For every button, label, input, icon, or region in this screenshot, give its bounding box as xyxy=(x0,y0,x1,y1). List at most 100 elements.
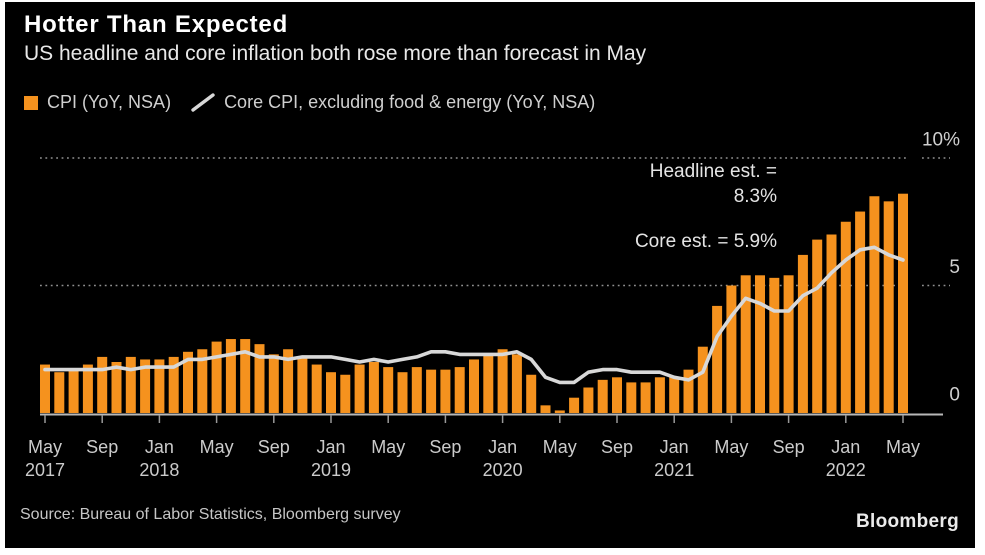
x-tick-year-label: 2021 xyxy=(654,460,694,480)
x-tick-month-label: Jan xyxy=(316,437,345,457)
x-tick-month-label: Jan xyxy=(488,437,517,457)
x-tick-year-label: 2018 xyxy=(139,460,179,480)
cpi-bar xyxy=(311,364,322,413)
cpi-bar xyxy=(569,397,580,413)
cpi-bar xyxy=(554,410,565,413)
x-tick-month-label: Jan xyxy=(831,437,860,457)
x-tick-month-label: Sep xyxy=(429,437,461,457)
cpi-bar xyxy=(640,382,651,413)
cpi-bar xyxy=(883,201,894,413)
cpi-bar xyxy=(826,234,837,413)
cpi-bar xyxy=(411,367,422,413)
core-cpi-line xyxy=(43,245,905,385)
cpi-bar xyxy=(125,356,136,413)
cpi-bar xyxy=(82,364,93,413)
cpi-bar xyxy=(40,364,50,413)
x-tick-year-label: 2019 xyxy=(311,460,351,480)
x-tick-month-label: Jan xyxy=(660,437,689,457)
y-tick-label: 5 xyxy=(949,257,960,278)
cpi-bar xyxy=(483,354,494,413)
x-tick-month-label: Jan xyxy=(145,437,174,457)
x-tick-year-label: 2017 xyxy=(25,460,65,480)
cpi-bar xyxy=(154,359,165,413)
cpi-bar xyxy=(111,362,122,413)
cpi-bar xyxy=(268,354,279,413)
x-tick-month-label: Sep xyxy=(601,437,633,457)
cpi-bar xyxy=(540,405,551,413)
line-series-swatch-icon xyxy=(191,92,215,113)
cpi-bar xyxy=(183,351,193,413)
x-tick-month-label: May xyxy=(543,437,577,457)
cpi-bar xyxy=(626,382,637,413)
annotation-core-estimate: Core est. = 5.9% xyxy=(634,231,777,252)
cpi-bar xyxy=(583,387,594,413)
bloomberg-logo: Bloomberg xyxy=(856,511,959,532)
cpi-bar xyxy=(211,341,222,413)
plot-svg: May 2017 Sep Jan 2018 May Sep Jan 2019 May Sep Jan 2… xyxy=(25,130,960,481)
cpi-bar xyxy=(168,356,179,413)
cpi-bar xyxy=(669,377,680,413)
cpi-bar xyxy=(654,377,665,413)
cpi-bar xyxy=(683,369,694,413)
x-tick-month-label: May xyxy=(371,437,405,457)
cpi-bar xyxy=(426,369,437,413)
cpi-bar xyxy=(497,349,508,413)
cpi-bar xyxy=(712,305,723,413)
y-tick-label: 0 xyxy=(949,385,960,406)
cpi-bar xyxy=(511,354,522,413)
x-tick-year-label: 2020 xyxy=(483,460,523,480)
legend-label-core-cpi: Core CPI, excluding food & energy (YoY, … xyxy=(224,92,596,112)
chart-legend: CPI (YoY, NSA) Core CPI, excluding food … xyxy=(24,92,595,113)
cpi-bar xyxy=(812,239,823,413)
cpi-bar xyxy=(469,359,479,413)
annotation-headline-estimate: Headline est. = 8.3% xyxy=(650,159,777,209)
bar-series-swatch-icon xyxy=(24,95,38,110)
y-tick-label: 10% xyxy=(922,130,960,151)
cpi-bar xyxy=(755,275,765,413)
x-tick-year-label: 2022 xyxy=(826,460,866,480)
cpi-bar xyxy=(898,193,908,413)
cpi-bar xyxy=(240,339,251,413)
x-tick-month-label: May xyxy=(28,437,62,457)
cpi-bar xyxy=(368,362,379,413)
cpi-bar xyxy=(197,349,208,413)
cpi-bar xyxy=(597,379,608,413)
x-tick-month-label: Sep xyxy=(86,437,118,457)
source-note: Source: Bureau of Labor Statistics, Bloo… xyxy=(20,506,401,523)
cpi-bar xyxy=(797,254,808,413)
cpi-bar xyxy=(740,275,751,413)
cpi-bar xyxy=(397,372,408,413)
cpi-bar xyxy=(326,372,336,413)
x-tick-month-label: May xyxy=(886,437,920,457)
cpi-bar xyxy=(855,211,866,413)
x-tick-month-label: Sep xyxy=(258,437,290,457)
legend-label-cpi: CPI (YoY, NSA) xyxy=(47,92,172,112)
cpi-bar xyxy=(68,369,79,413)
cpi-bar xyxy=(697,346,708,413)
cpi-bar xyxy=(840,221,851,413)
cpi-bar xyxy=(612,377,622,413)
cpi-bar xyxy=(526,374,537,413)
chart-title: Hotter Than Expected xyxy=(24,11,289,38)
cpi-bar xyxy=(869,196,880,413)
cpi-bar xyxy=(54,372,65,413)
cpi-bar xyxy=(340,374,351,413)
x-tick-month-label: Sep xyxy=(773,437,805,457)
chart-background: Hotter Than Expected US headline and cor… xyxy=(5,2,975,548)
cpi-bar xyxy=(454,367,465,413)
cpi-bar xyxy=(283,349,294,413)
cpi-bar xyxy=(726,285,737,413)
cpi-bar xyxy=(225,339,236,413)
x-tick-month-label: May xyxy=(714,437,748,457)
cpi-bar xyxy=(440,369,451,413)
chart-subtitle: US headline and core inflation both rose… xyxy=(24,42,647,65)
cpi-bar xyxy=(783,275,794,413)
annotation-headline-line1: Headline est. = xyxy=(649,161,777,182)
cpi-bar xyxy=(769,277,780,413)
cpi-bar xyxy=(254,344,265,413)
cpi-bar xyxy=(297,356,308,413)
cpi-bar xyxy=(97,356,108,413)
cpi-bar xyxy=(140,359,151,413)
annotation-headline-line2: 8.3% xyxy=(733,186,777,207)
cpi-bar xyxy=(383,367,394,413)
